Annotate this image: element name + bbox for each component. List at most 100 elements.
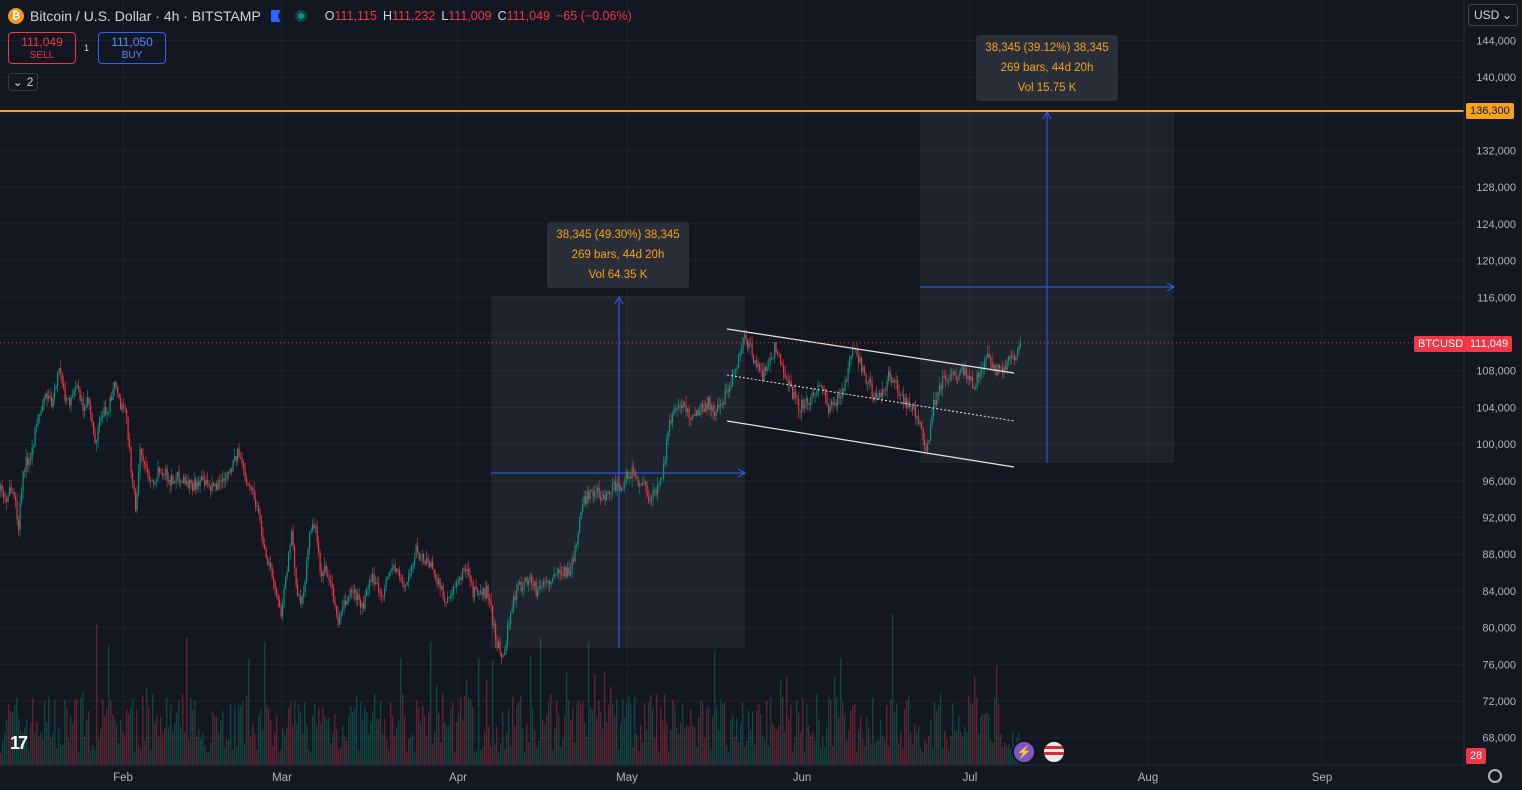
volume-bar — [782, 697, 784, 765]
candle-body — [960, 370, 962, 374]
candle-body — [342, 607, 344, 611]
candle-body — [544, 581, 546, 583]
descending-channel[interactable] — [726, 328, 1015, 468]
volume-bar — [286, 727, 288, 765]
candle-body — [13, 492, 15, 498]
candle-body — [630, 476, 632, 479]
volume-bar — [898, 743, 900, 765]
volume-bar — [290, 701, 292, 765]
candle-body — [798, 398, 800, 411]
measure-ranges[interactable] — [491, 110, 1176, 648]
candle-body — [849, 358, 851, 369]
bitcoin-icon: ₿ — [8, 8, 24, 24]
candle-body — [330, 580, 332, 583]
volume-bar — [890, 698, 892, 765]
volume-bar — [570, 720, 572, 765]
volume-bar — [948, 750, 950, 765]
volume-bar — [264, 642, 266, 765]
candle-body — [34, 427, 36, 446]
volume-bar — [592, 709, 594, 765]
candle-body — [823, 388, 825, 391]
volume-bar — [896, 703, 898, 765]
candle-body — [121, 404, 123, 410]
volume-bar — [846, 739, 848, 765]
price-axis[interactable]: 144,000 140,000 132,000 128,000 124,000 120,0… — [1476, 35, 1516, 744]
candle-body — [652, 490, 654, 499]
candle-body — [1018, 345, 1020, 350]
candle-body — [819, 385, 821, 387]
candle-body — [127, 417, 129, 440]
candle-body — [696, 409, 698, 417]
volume-bar — [34, 732, 36, 765]
volume-bar — [616, 699, 618, 765]
volume-bar — [114, 719, 116, 765]
candle-body — [564, 566, 566, 576]
buy-price: 111,050 — [111, 35, 153, 49]
candle-body — [243, 463, 245, 469]
candle-body — [925, 446, 927, 452]
buy-button[interactable]: 111,050 BUY — [98, 32, 166, 64]
volume-bar — [970, 704, 972, 765]
horizontal-lines[interactable] — [0, 110, 1464, 344]
candle-body — [190, 479, 192, 484]
volume-bar — [298, 704, 300, 765]
candle-body — [75, 387, 77, 391]
event-us-flag-icon[interactable] — [1042, 740, 1066, 764]
sell-button[interactable]: 111,049 SELL — [8, 32, 76, 64]
candle-body — [199, 480, 201, 487]
candle-body — [958, 373, 960, 380]
volume-bar — [626, 703, 628, 765]
volume-bar — [944, 731, 946, 765]
candle-body — [667, 431, 669, 441]
candle-body — [858, 355, 860, 363]
tradingview-logo[interactable]: 17 — [10, 733, 28, 753]
volume-bar — [510, 745, 512, 765]
candle-body — [340, 610, 342, 618]
candle-body — [744, 334, 746, 338]
volume-bar — [58, 728, 60, 765]
candle-body — [78, 385, 80, 390]
symbol-title[interactable]: Bitcoin / U.S. Dollar · 4h · BITSTAMP — [30, 8, 261, 24]
time-axis[interactable]: Feb Mar Apr May Jun Jul Aug Sep — [113, 772, 1332, 784]
volume-bar — [392, 716, 394, 765]
volume-bar — [30, 722, 32, 765]
volume-bar — [190, 698, 192, 765]
volume-bar — [128, 713, 130, 765]
currency-select[interactable]: USD ⌄ — [1468, 4, 1518, 26]
candle-body — [25, 457, 27, 472]
volume-bar — [662, 720, 664, 765]
candle-body — [931, 416, 933, 426]
candle-body — [811, 392, 813, 398]
candle-body — [432, 561, 434, 570]
candle-body — [114, 382, 116, 390]
candle-body — [109, 397, 111, 412]
candle-body — [123, 404, 125, 407]
candle-body — [903, 394, 905, 405]
volume-bar — [444, 722, 446, 765]
candle-body — [397, 569, 399, 571]
volume-bar — [580, 704, 582, 765]
market-status-icon[interactable] — [294, 10, 307, 22]
candle-body — [586, 491, 588, 504]
event-lightning-icon[interactable]: ⚡ — [1012, 740, 1036, 764]
candle-body — [256, 506, 258, 507]
candle-body — [739, 352, 741, 358]
indicators-toggle[interactable]: ⌄ 2 — [8, 73, 38, 91]
flag-icon[interactable] — [270, 10, 281, 22]
candle-body — [684, 402, 686, 405]
candle-body — [768, 364, 770, 367]
candle-body — [988, 353, 990, 358]
volume-bar — [742, 702, 744, 765]
candle-body — [12, 492, 14, 494]
candlestick-series — [0, 328, 1022, 665]
candle-body — [292, 530, 294, 547]
candle-body — [919, 422, 921, 425]
price-tick-label: 120,000 — [1476, 256, 1516, 268]
gear-icon[interactable] — [1488, 769, 1502, 783]
candle-body — [273, 577, 275, 583]
volume-bar — [958, 715, 960, 765]
volume-bar — [1008, 743, 1010, 765]
volume-bar — [334, 714, 336, 765]
candle-body — [85, 404, 87, 407]
